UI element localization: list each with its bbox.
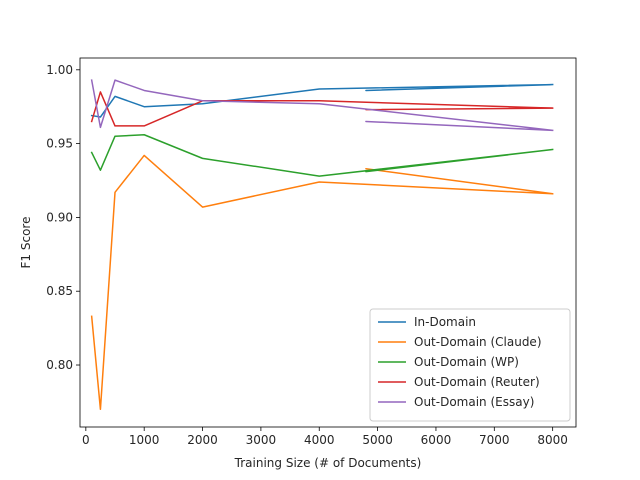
series-line-4	[90, 79, 554, 132]
y-tick-label: 0.95	[46, 137, 73, 151]
legend-label-2: Out-Domain (WP)	[414, 355, 519, 369]
legend-label-4: Out-Domain (Essay)	[414, 395, 534, 409]
y-tick-label: 0.90	[46, 210, 73, 224]
x-tick-label: 1000	[129, 433, 160, 447]
x-tick-label: 8000	[537, 433, 568, 447]
y-tick-label: 1.00	[46, 63, 73, 77]
y-tick-label: 0.80	[46, 358, 73, 372]
y-axis-label: F1 Score	[19, 217, 33, 269]
x-tick-label: 0	[82, 433, 90, 447]
x-tick-label: 2000	[187, 433, 218, 447]
x-tick-label: 4000	[304, 433, 335, 447]
x-tick-label: 7000	[479, 433, 510, 447]
x-axis-label: Training Size (# of Documents)	[234, 456, 422, 470]
series-line-2	[90, 134, 554, 177]
legend-label-1: Out-Domain (Claude)	[414, 335, 542, 349]
series-lines	[90, 79, 554, 411]
series-line-3	[90, 91, 554, 127]
y-axis: 0.80 0.85 0.90 0.95 1.00	[46, 63, 80, 372]
y-tick-label: 0.85	[46, 284, 73, 298]
x-tick-label: 5000	[362, 433, 393, 447]
plot-frame	[79, 57, 577, 428]
legend-label-3: Out-Domain (Reuter)	[414, 375, 540, 389]
legend-label-0: In-Domain	[414, 315, 476, 329]
x-axis: 0 1000 2000 3000 4000 5000 6000 7000 8000	[82, 427, 568, 447]
x-tick-label: 3000	[246, 433, 277, 447]
series-line-1	[90, 154, 554, 411]
legend-box	[369, 308, 571, 422]
x-tick-label: 6000	[421, 433, 452, 447]
legend: In-Domain Out-Domain (Claude) Out-Domain (…	[369, 308, 571, 422]
